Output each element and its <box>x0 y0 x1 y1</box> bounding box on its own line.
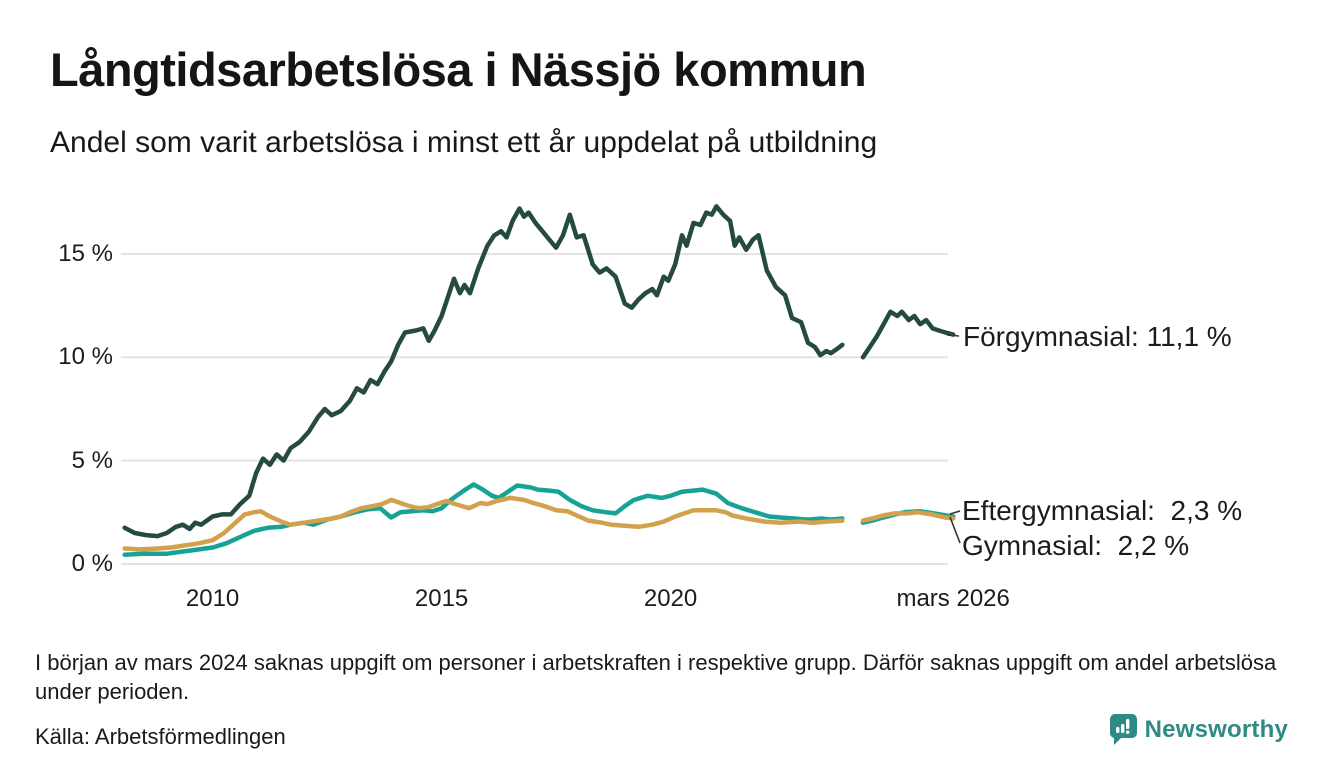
source-text: Källa: Arbetsförmedlingen <box>35 724 286 749</box>
page-subtitle: Andel som varit arbetslösa i minst ett å… <box>50 126 878 159</box>
y-axis-tick-label: 5 % <box>71 446 113 474</box>
series-label-eftergymnasial: Eftergymnasial: 2,3 % <box>962 495 1243 526</box>
series-label-gymnasial: Gymnasial: 2,2 % <box>962 530 1190 561</box>
x-axis-tick-label: 2015 <box>414 585 469 612</box>
page-title: Långtidsarbetslösa i Nässjö kommun <box>50 43 867 96</box>
newsworthy-chart-bubble-icon <box>1109 714 1137 745</box>
footnote-text: I början av mars 2024 saknas uppgift om … <box>35 650 1277 704</box>
series-label-forgymnasial: Förgymnasial: 11,1 % <box>963 321 1232 352</box>
x-axis-tick-label: mars 2026 <box>896 585 1010 612</box>
x-axis-tick-label: 2010 <box>185 585 240 612</box>
newsworthy-wordmark: Newsworthy <box>1144 715 1288 743</box>
newsworthy-logo: Newsworthy <box>1109 714 1288 745</box>
x-axis-tick-label: 2020 <box>643 585 698 612</box>
y-axis-tick-label: 15 % <box>58 239 113 267</box>
y-axis-tick-label: 0 % <box>71 550 113 577</box>
y-axis-tick-label: 10 % <box>58 343 113 371</box>
